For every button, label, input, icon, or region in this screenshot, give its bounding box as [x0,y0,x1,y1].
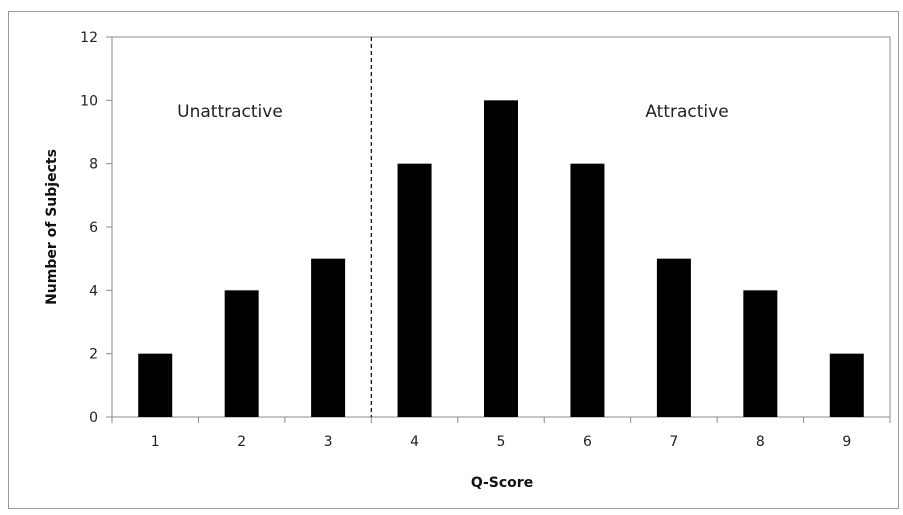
y-tick-label: 0 [89,410,98,426]
bar-5 [484,100,518,417]
y-tick-label: 12 [80,30,98,46]
x-axis-title: Q-Score [471,475,533,491]
bar-9 [829,353,864,417]
bar-1 [138,353,173,417]
y-tick-label: 6 [89,220,98,236]
bar-3 [311,258,346,417]
bar-7 [656,258,691,417]
x-tick-label: 4 [410,434,419,450]
bar-2 [224,290,259,417]
x-tick-label: 5 [497,434,506,450]
x-tick-label: 9 [842,434,851,450]
y-tick-label: 8 [89,157,98,173]
annotation-unattractive: Unattractive [177,102,283,122]
x-tick-label: 6 [583,434,592,450]
chart-frame [8,11,899,509]
y-tick-label: 4 [89,283,98,299]
x-tick-label: 1 [151,434,160,450]
y-axis-title: Number of Subjects [44,149,60,305]
y-tick-label: 10 [80,93,98,109]
x-tick-label: 8 [756,434,765,450]
bar-4 [397,163,432,417]
annotation-attractive: Attractive [645,102,728,122]
bar-8 [743,290,778,417]
x-tick-label: 3 [324,434,333,450]
x-tick-label: 2 [237,434,246,450]
bar-6 [570,163,605,417]
x-tick-label: 7 [669,434,678,450]
y-tick-label: 2 [89,347,98,363]
